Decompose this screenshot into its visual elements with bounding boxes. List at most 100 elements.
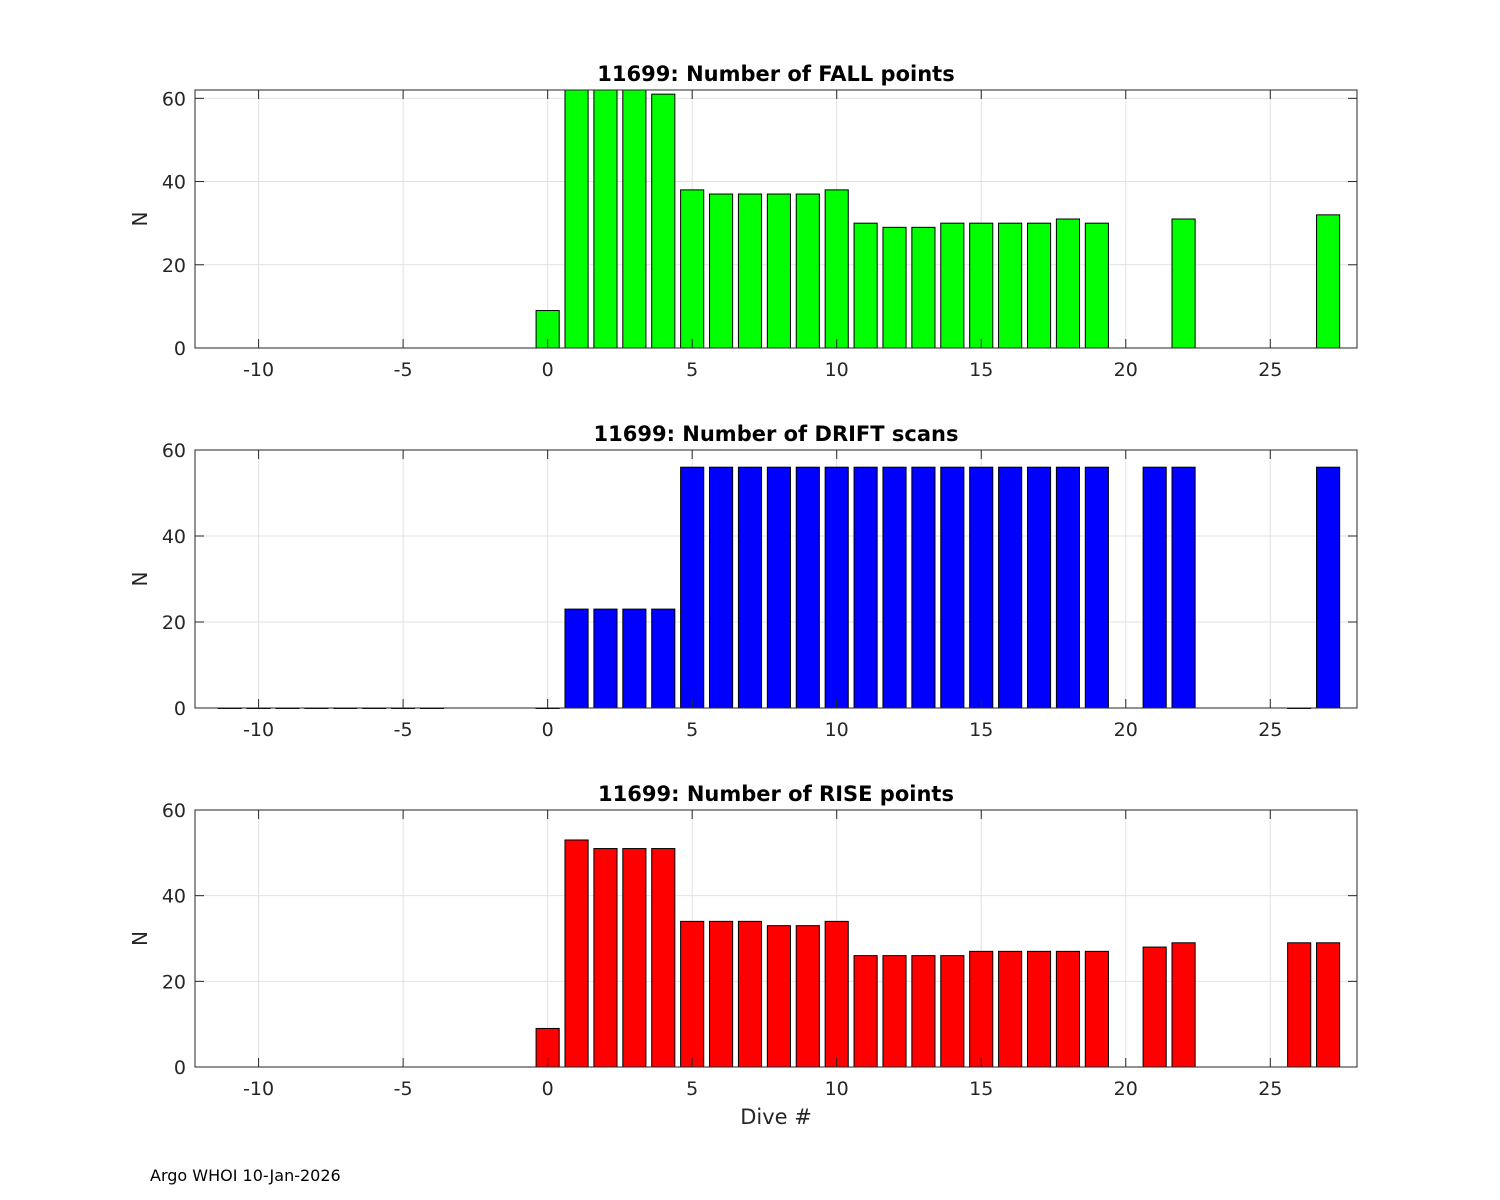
bar-fall-dive-14 bbox=[940, 222, 965, 349]
axes-box-drift bbox=[194, 449, 1358, 709]
bar-rise-dive-13 bbox=[911, 955, 936, 1068]
bar-rise-dive-16 bbox=[998, 950, 1023, 1068]
x-tick-label: 15 bbox=[969, 719, 993, 741]
bar-drift-dive-22 bbox=[1171, 466, 1196, 709]
bar-rise-dive-5 bbox=[680, 920, 705, 1068]
y-tick-label: 20 bbox=[162, 971, 186, 993]
bar-drift-dive-18 bbox=[1055, 466, 1081, 709]
x-tick-label: 5 bbox=[686, 719, 698, 741]
bar-rise-dive-14 bbox=[940, 955, 965, 1068]
bar-drift-dive-2 bbox=[593, 608, 618, 709]
bar-fall-dive-18 bbox=[1055, 218, 1081, 349]
bar-fall-dive-3 bbox=[622, 89, 647, 349]
panel-drift: -10 -5 0 5 10 15 20 25 0 20 40 60 11699: Number of D… bbox=[128, 422, 1358, 741]
chart-title-drift: 11699: Number of DRIFT scans bbox=[594, 422, 959, 446]
bar-fall-dive-27 bbox=[1316, 214, 1341, 349]
bar-drift-dive-21 bbox=[1142, 466, 1167, 709]
x-tick-label: -5 bbox=[394, 719, 413, 741]
bar-fall-dive-15 bbox=[969, 222, 994, 349]
bar-rise-dive-22 bbox=[1171, 942, 1196, 1068]
bar-drift-dive-10 bbox=[824, 466, 849, 709]
bar-fall-dive-22 bbox=[1171, 218, 1196, 349]
bar-drift-dive-27 bbox=[1316, 466, 1341, 709]
chart-title-fall: 11699: Number of FALL points bbox=[597, 62, 954, 86]
bar-drift-dive-16 bbox=[998, 466, 1023, 709]
bar-rise-dive-9 bbox=[795, 925, 820, 1068]
bar-rise-dive-21 bbox=[1142, 946, 1167, 1068]
bar-fall-dive-13 bbox=[911, 226, 936, 349]
footer-credit: Argo WHOI 10-Jan-2026 bbox=[150, 1166, 341, 1185]
axes-box-rise bbox=[194, 809, 1358, 1068]
y-tick-label: 0 bbox=[174, 338, 186, 360]
bar-drift-dive-5 bbox=[680, 466, 705, 709]
bar-fall-dive-4 bbox=[651, 93, 676, 349]
y-tick-label: 40 bbox=[162, 172, 186, 194]
bar-rise-dive-2 bbox=[593, 848, 618, 1068]
x-tick-label: -10 bbox=[243, 1078, 274, 1100]
bar-drift-dive-8 bbox=[766, 466, 791, 709]
x-axis-label-rise: Dive # bbox=[740, 1105, 812, 1129]
bar-rise-dive-4 bbox=[651, 848, 676, 1068]
bar-rise-dive-3 bbox=[622, 848, 647, 1068]
bar-rise-dive-1 bbox=[564, 839, 589, 1068]
y-tick-label: 40 bbox=[162, 526, 186, 548]
bar-fall-dive-11 bbox=[853, 222, 878, 349]
bar-fall-dive-10 bbox=[824, 189, 849, 349]
bar-drift-dive-7 bbox=[737, 466, 763, 709]
y-axis-label-fall: N bbox=[128, 212, 152, 227]
bar-drift-dive-12 bbox=[882, 466, 907, 709]
x-tick-label: -5 bbox=[394, 1078, 413, 1100]
bar-fall-dive-16 bbox=[998, 222, 1023, 349]
bar-fall-dive-7 bbox=[737, 193, 763, 349]
y-tick-label: 40 bbox=[162, 886, 186, 908]
bar-fall-dive-1 bbox=[564, 89, 589, 349]
bar-drift-dive-3 bbox=[622, 608, 647, 709]
x-tick-label: 0 bbox=[542, 1078, 554, 1100]
bar-rise-dive-12 bbox=[882, 955, 907, 1068]
bar-drift-dive-17 bbox=[1026, 466, 1052, 709]
y-axis-label-drift: N bbox=[128, 572, 152, 587]
chart-title-rise: 11699: Number of RISE points bbox=[598, 782, 954, 806]
x-tick-label: 20 bbox=[1114, 359, 1138, 381]
bar-drift-dive-13 bbox=[911, 466, 936, 709]
y-axis-label-rise: N bbox=[128, 931, 152, 946]
y-tick-label: 60 bbox=[162, 440, 186, 462]
y-tick-label: 0 bbox=[174, 1057, 186, 1079]
axes-box-fall bbox=[194, 89, 1358, 349]
x-tick-label: 25 bbox=[1258, 359, 1282, 381]
x-tick-label: -10 bbox=[243, 719, 274, 741]
bar-drift-dive-9 bbox=[795, 466, 820, 709]
bar-fall-dive-17 bbox=[1026, 222, 1052, 349]
y-tick-label: 20 bbox=[162, 612, 186, 634]
bar-rise-dive-15 bbox=[969, 950, 994, 1068]
bar-rise-dive-27 bbox=[1316, 942, 1341, 1068]
x-tick-label: 0 bbox=[542, 359, 554, 381]
bar-drift-dive-15 bbox=[969, 466, 994, 709]
x-tick-label: 0 bbox=[542, 719, 554, 741]
bar-rise-dive-26 bbox=[1287, 942, 1312, 1068]
bar-drift-dive-1 bbox=[564, 608, 589, 709]
y-tick-label: 0 bbox=[174, 698, 186, 720]
y-tick-label: 60 bbox=[162, 88, 186, 110]
x-tick-label: 10 bbox=[825, 1078, 849, 1100]
bar-rise-dive-10 bbox=[824, 920, 849, 1068]
bar-rise-dive-18 bbox=[1055, 950, 1081, 1068]
panel-fall: -10 -5 0 5 10 15 20 25 0 20 40 60 11699: Number of F… bbox=[128, 62, 1358, 381]
bar-rise-dive-8 bbox=[766, 925, 791, 1068]
x-tick-label: 25 bbox=[1258, 719, 1282, 741]
bar-fall-dive-19 bbox=[1084, 222, 1109, 349]
bar-rise-dive-7 bbox=[737, 920, 763, 1068]
x-tick-label: -10 bbox=[243, 359, 274, 381]
x-tick-label: 5 bbox=[686, 1078, 698, 1100]
x-tick-label: 20 bbox=[1114, 1078, 1138, 1100]
bar-drift-dive-6 bbox=[709, 466, 734, 709]
bar-drift-dive-19 bbox=[1084, 466, 1109, 709]
x-tick-label: 15 bbox=[969, 1078, 993, 1100]
bar-drift-dive-4 bbox=[651, 608, 676, 709]
x-tick-label: 10 bbox=[825, 359, 849, 381]
x-tick-label: 20 bbox=[1114, 719, 1138, 741]
bar-rise-dive-11 bbox=[853, 955, 878, 1068]
x-tick-label: 10 bbox=[825, 719, 849, 741]
bar-rise-dive-19 bbox=[1084, 950, 1109, 1068]
